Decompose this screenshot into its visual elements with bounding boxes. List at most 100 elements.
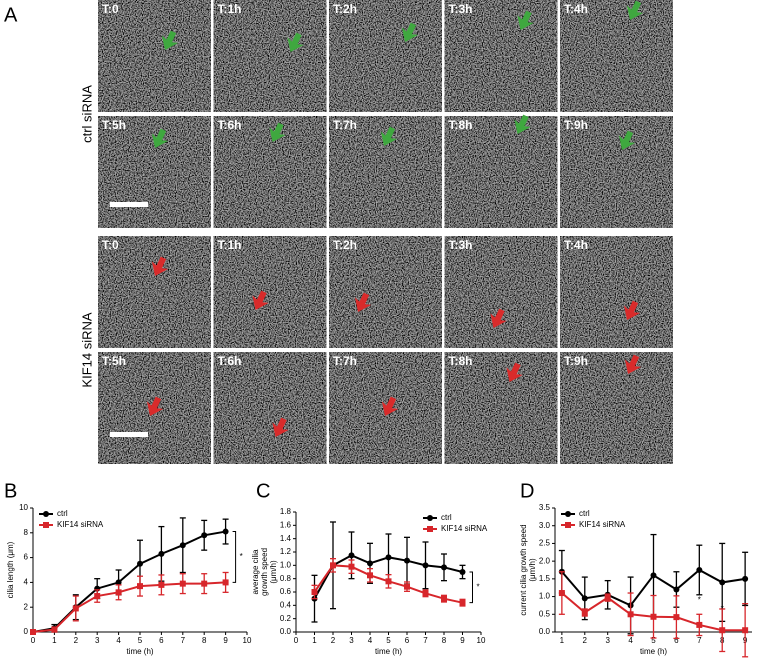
panel-letter: C (256, 480, 270, 502)
x-axis-title: time (h) (126, 647, 153, 656)
micrograph-noise (444, 352, 558, 464)
arrow (626, 0, 644, 20)
y-axis-title: average cilia (251, 549, 260, 594)
legend-swatch-marker (565, 522, 571, 528)
arrow (506, 362, 523, 382)
significance-star: * (477, 582, 480, 591)
y-axis-title: current cilia growth speed (519, 524, 528, 615)
frame-label: T:1h (218, 238, 242, 252)
frame-label: T:0 (102, 2, 119, 16)
arrow (146, 396, 164, 416)
y-tick-label: 0.5 (539, 609, 551, 618)
marker (673, 614, 680, 621)
marker (719, 627, 726, 634)
y-tick-label: 2.0 (539, 556, 551, 565)
x-tick-label: 9 (460, 636, 465, 645)
marker (367, 560, 373, 567)
arrow (381, 396, 399, 416)
y-tick-label: 2 (24, 602, 29, 611)
marker (742, 575, 749, 582)
frame-label: T:2h (333, 238, 357, 252)
x-tick-label: 10 (477, 636, 486, 645)
marker (650, 572, 657, 579)
micrograph-noise (329, 0, 442, 112)
arrow (272, 417, 289, 437)
arrow (161, 30, 179, 50)
marker (179, 542, 186, 549)
x-axis-title: time (h) (640, 647, 667, 656)
x-tick-label: 8 (202, 636, 207, 645)
marker (72, 605, 79, 612)
arrow (514, 114, 531, 134)
significance-bracket (469, 571, 473, 604)
x-tick-label: 2 (331, 636, 336, 645)
x-tick-label: 6 (405, 636, 410, 645)
frame-label: T:8h (449, 118, 473, 132)
group-label: ctrl siRNA (79, 85, 94, 143)
y-tick-label: 1.4 (280, 534, 292, 543)
legend-text: KIF14 siRNA (579, 520, 626, 529)
x-tick-label: 1 (312, 636, 317, 645)
arrow (517, 10, 534, 30)
legend-swatch-marker (427, 526, 433, 532)
marker (367, 572, 373, 579)
arrow (380, 126, 398, 146)
scale-bar (110, 432, 148, 437)
micrograph-noise (329, 236, 442, 348)
frame-label: T:4h (564, 238, 588, 252)
marker (742, 627, 749, 634)
micrograph-noise (560, 236, 673, 348)
significance-star: * (240, 552, 243, 561)
y-axis-title: (μm/h) (269, 560, 278, 584)
marker (137, 583, 143, 590)
legend-text: ctrl (441, 513, 452, 522)
x-tick-label: 7 (181, 636, 186, 645)
x-axis-title: time (h) (375, 647, 402, 656)
legend-text: ctrl (579, 509, 590, 518)
x-tick-label: 4 (116, 636, 121, 645)
y-tick-label: 1.5 (539, 574, 551, 583)
marker (311, 589, 318, 595)
marker (581, 595, 588, 602)
micrograph-noise (560, 116, 673, 228)
y-tick-label: 0.0 (539, 627, 551, 636)
micrograph-noise (213, 236, 327, 348)
marker (422, 590, 429, 597)
marker (330, 562, 336, 569)
significance-star: * (698, 596, 701, 605)
marker (179, 580, 186, 587)
x-tick-label: 7 (697, 636, 702, 645)
x-tick-label: 2 (74, 636, 79, 645)
marker (115, 579, 122, 586)
marker (459, 599, 466, 606)
legend-swatch-marker (427, 515, 433, 521)
legend-swatch-marker (565, 511, 571, 517)
arrow (623, 300, 641, 320)
arrow (269, 122, 286, 142)
y-axis-title: (μm/h) (528, 558, 537, 582)
frame-label: T:9h (564, 118, 588, 132)
frame-label: T:9h (564, 354, 588, 368)
frame-label: T:7h (333, 354, 357, 368)
frame-label: T:4h (564, 2, 588, 16)
marker (404, 557, 410, 564)
frame-label: T:5h (102, 118, 126, 132)
micrograph-noise (444, 0, 558, 112)
micrograph-noise (98, 0, 211, 112)
x-tick-label: 3 (349, 636, 354, 645)
marker (51, 626, 58, 633)
x-tick-label: 3 (605, 636, 610, 645)
marker (581, 609, 588, 616)
group-label: KIF14 siRNA (79, 312, 94, 387)
x-tick-label: 9 (223, 636, 228, 645)
legend-text: ctrl (57, 509, 68, 518)
marker (158, 550, 165, 557)
y-tick-label: 0.4 (280, 600, 292, 609)
arrow (252, 290, 269, 310)
y-tick-label: 1.6 (280, 520, 292, 529)
arrow (354, 292, 372, 312)
x-tick-label: 7 (423, 636, 428, 645)
marker (719, 579, 726, 586)
significance-star: * (744, 603, 747, 612)
micrograph-noise (213, 352, 327, 464)
